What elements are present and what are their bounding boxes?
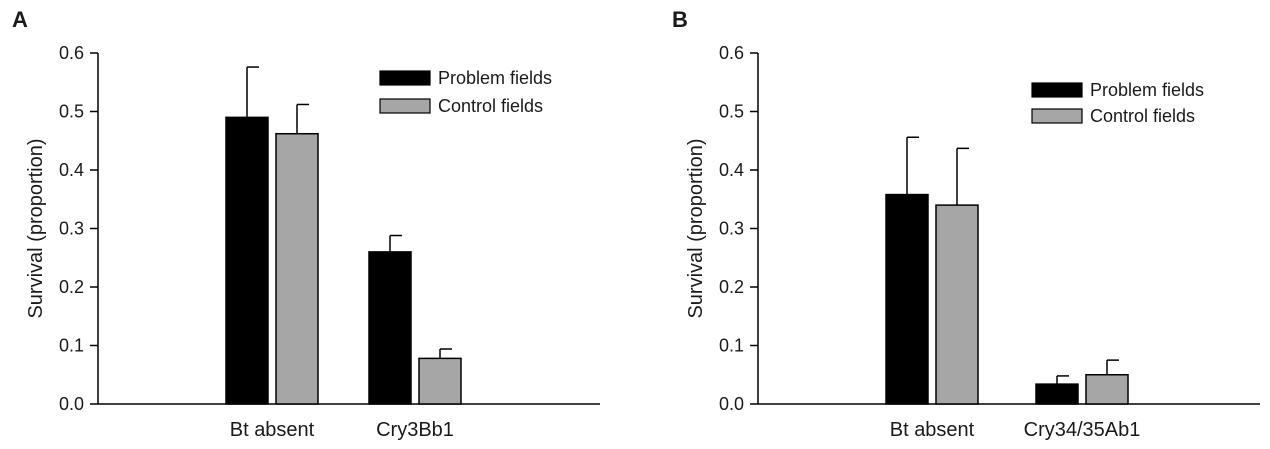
bar [225,116,269,405]
y-tick-label: 0.5 [719,102,744,122]
bar [1035,383,1079,405]
bar [935,204,979,405]
x-category-label: Bt absent [890,419,975,441]
legend-label: Control fields [438,96,543,116]
bar [368,251,412,405]
chart-panel-a: A 0.0 0.1 0.2 0.3 0.4 0.5 0.6 Survival (proporti… [12,7,600,441]
y-tick-label: 0.2 [59,277,84,297]
panel-label: A [12,7,28,32]
bar [885,193,929,405]
y-tick-label: 0.3 [719,219,744,239]
bar [275,132,319,405]
legend-swatch [379,98,431,114]
bar [1085,374,1129,405]
legend-label: Problem fields [1090,80,1204,100]
y-tick-label: 0.3 [59,219,84,239]
legend: Problem fields Control fields [1031,80,1204,126]
x-category-label: Bt absent [230,419,315,441]
y-tick-label: 0.0 [59,394,84,414]
legend-label: Control fields [1090,106,1195,126]
y-tick-label: 0.4 [59,160,84,180]
legend-swatch [1031,82,1083,98]
x-category-label: Cry34/35Ab1 [1024,419,1141,441]
legend: Problem fields Control fields [379,68,552,116]
y-axis-label: Survival (proportion) [685,138,707,318]
x-category-label: Cry3Bb1 [376,419,454,441]
y-tick-label: 0.5 [59,102,84,122]
legend-swatch [1031,108,1083,124]
y-tick-label: 0.2 [719,277,744,297]
y-tick-label: 0.1 [719,336,744,356]
y-tick-label: 0.0 [719,394,744,414]
legend-swatch [379,70,431,86]
y-tick-label: 0.6 [719,43,744,63]
y-tick-label: 0.4 [719,160,744,180]
panel-label: B [672,7,688,32]
legend-label: Problem fields [438,68,552,88]
chart-panel-b: B 0.0 0.1 0.2 0.3 0.4 0.5 0.6 Survival (proporti… [672,7,1260,441]
y-tick-label: 0.6 [59,43,84,63]
bar [418,357,462,405]
y-axis-label: Survival (proportion) [25,138,47,318]
y-tick-label: 0.1 [59,336,84,356]
